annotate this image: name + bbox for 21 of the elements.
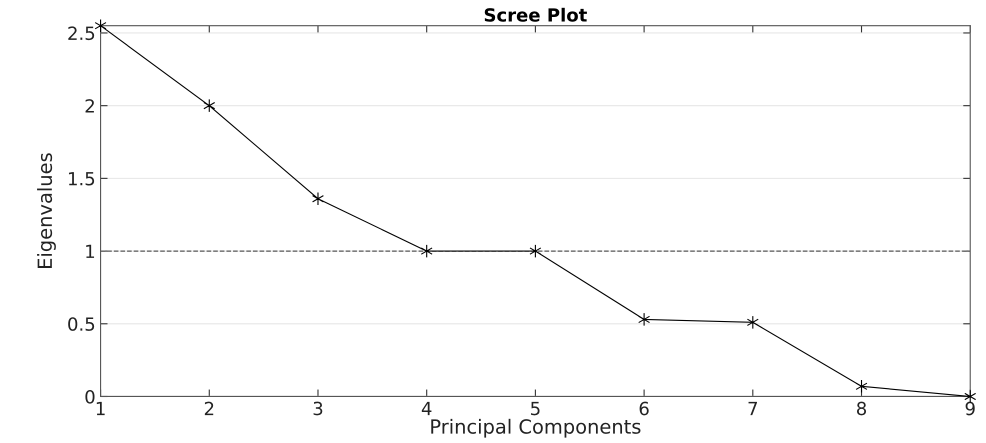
x-tick-label: 2 (204, 402, 214, 416)
x-tick-label: 5 (531, 402, 540, 416)
point (420, 244, 433, 258)
point (203, 98, 216, 112)
x-tick-label: 3 (314, 402, 322, 416)
y-tick-label: 0.5 (68, 317, 94, 331)
x-tick-label: 9 (966, 402, 975, 416)
y-axis-title: Eigenvalues (37, 153, 56, 268)
x-tick-label: 4 (422, 402, 432, 416)
y-tick-label: 2 (86, 99, 94, 113)
y-tick-label: 2.5 (68, 26, 94, 40)
x-tick-label: 7 (748, 402, 758, 416)
x-tick-label: 1 (96, 402, 105, 416)
x-tick-label: 8 (857, 402, 866, 416)
chart-title: Scree Plot (484, 8, 587, 22)
x-tick-label: 6 (640, 402, 649, 416)
y-tick-label: 1.5 (68, 172, 94, 186)
x-axis-title: Principal Components (431, 418, 640, 438)
y-tick-label: 1 (86, 244, 94, 258)
y-tick-label: 0 (85, 390, 95, 404)
point (746, 316, 759, 330)
